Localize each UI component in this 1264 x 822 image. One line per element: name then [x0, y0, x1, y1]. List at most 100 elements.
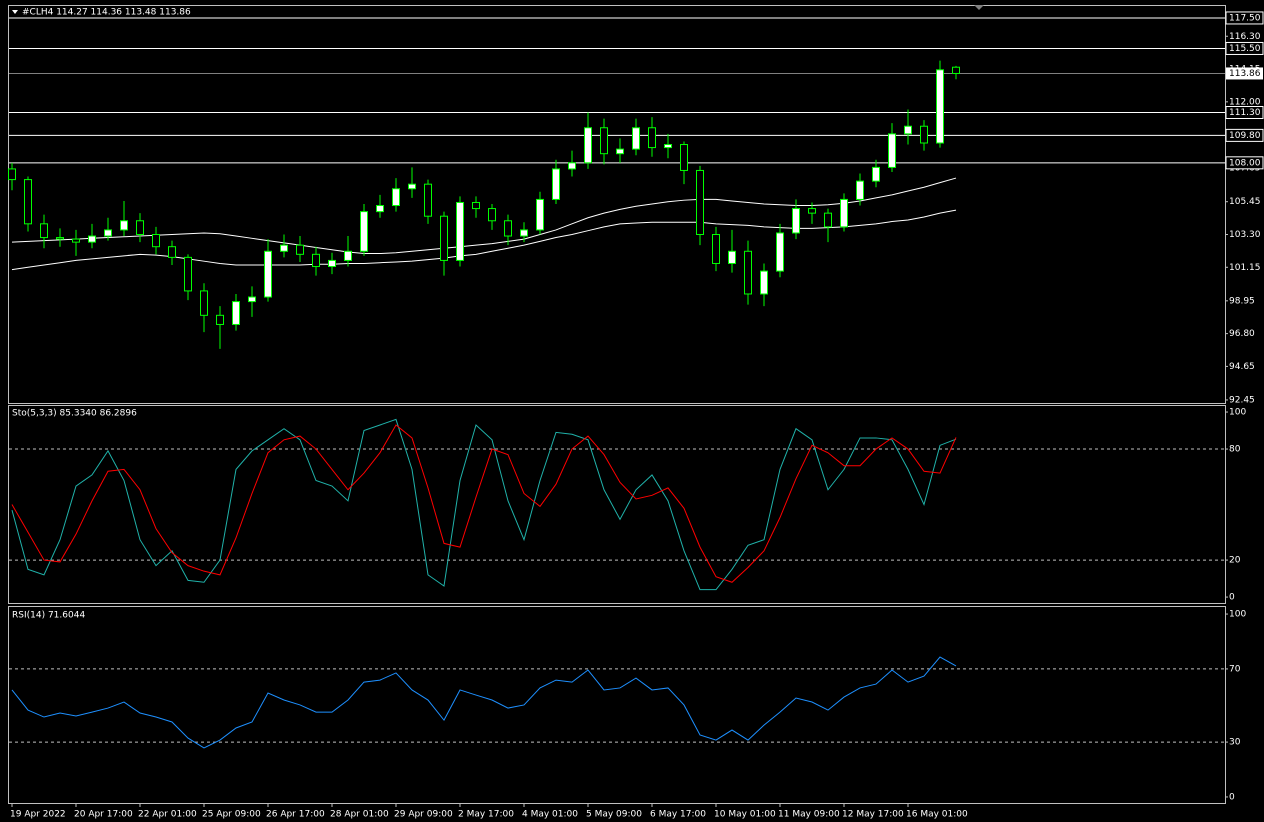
x-tick-label: 28 Apr 01:00: [330, 810, 389, 820]
candle-body: [488, 208, 496, 222]
x-tick-label: 5 May 09:00: [586, 810, 642, 820]
y-tick-label: 98.95: [1229, 296, 1255, 306]
candle-body: [456, 201, 464, 261]
candle-body: [856, 180, 864, 200]
candle-body: [696, 169, 704, 235]
x-tick-label: 29 Apr 09:00: [394, 810, 453, 820]
y-tick-label: 0: [1229, 593, 1235, 603]
level-label-box: [1225, 41, 1264, 55]
candle-body: [104, 229, 112, 237]
y-tick-label: 70: [1229, 664, 1241, 674]
stochastic-title: Sto(5,3,3) 85.3340 86.2896: [12, 409, 137, 419]
candle-body: [312, 253, 320, 268]
moving-average: [11, 177, 957, 255]
y-tick-label: 0: [1229, 792, 1235, 802]
symbol-menu-arrow[interactable]: [12, 10, 18, 14]
x-tick-label: 10 May 01:00: [714, 810, 776, 820]
candle-body: [136, 220, 144, 235]
candle-body: [840, 198, 848, 228]
indicator-line: [11, 656, 957, 749]
y-tick-label: 101.15: [1229, 263, 1261, 273]
candle-body: [888, 133, 896, 168]
candle-body: [264, 250, 272, 298]
y-tick-label: 100: [1229, 610, 1246, 620]
candle-body: [120, 220, 128, 231]
level-label-box: [1225, 156, 1264, 170]
main-panel-frame: [8, 5, 1226, 404]
candle-body: [648, 127, 656, 149]
shift-marker[interactable]: [974, 5, 984, 10]
candle-body: [472, 201, 480, 210]
y-tick-label: 96.80: [1229, 329, 1255, 339]
x-tick-label: 20 Apr 17:00: [74, 810, 133, 820]
candle-body: [904, 125, 912, 135]
candle-body: [200, 290, 208, 316]
y-tick-label: 92.45: [1229, 395, 1255, 405]
indicator-line: [11, 418, 957, 591]
candle-body: [584, 127, 592, 164]
x-tick-label: 22 Apr 01:00: [138, 810, 197, 820]
y-tick-label: 105.45: [1229, 197, 1261, 207]
candle-body: [184, 256, 192, 292]
y-tick-label: 103.30: [1229, 230, 1261, 240]
candle-body: [248, 296, 256, 303]
candle-body: [72, 238, 80, 243]
stochastic-panel-frame: [8, 405, 1226, 604]
candle-body: [824, 212, 832, 228]
x-tick-label: 19 Apr 2022: [10, 810, 66, 820]
candle-body: [680, 144, 688, 171]
candle-body: [504, 220, 512, 237]
level-label: 109.80: [1229, 131, 1261, 141]
candle-body: [152, 233, 160, 248]
y-tick-label: 100: [1229, 408, 1246, 418]
x-tick-label: 16 May 01:00: [906, 810, 968, 820]
candle-body: [232, 301, 240, 325]
candle-body: [600, 127, 608, 155]
candle-body: [328, 259, 336, 268]
x-tick-label: 4 May 01:00: [522, 810, 578, 820]
candle-body: [536, 198, 544, 231]
level-label-box: [1225, 128, 1264, 142]
candle-body: [40, 223, 48, 239]
y-tick-label: 116.30: [1229, 32, 1261, 42]
candle-body: [88, 235, 96, 243]
price-label-box: [1226, 67, 1263, 80]
candle-body: [56, 237, 64, 240]
rsi-panel-frame: [8, 606, 1226, 804]
candle-body: [952, 66, 960, 74]
level-label-box: [1225, 106, 1264, 120]
candle-body: [728, 250, 736, 264]
candle-body: [296, 244, 304, 255]
x-tick-label: 12 May 17:00: [842, 810, 904, 820]
candle-body: [408, 183, 416, 190]
candle-body: [168, 246, 176, 258]
x-tick-label: 6 May 17:00: [650, 810, 706, 820]
candle-body: [616, 148, 624, 155]
rsi-title: RSI(14) 71.6044: [12, 611, 85, 621]
candle-body: [8, 168, 16, 181]
level-label-box: [1225, 11, 1264, 25]
level-label: 108.00: [1229, 158, 1261, 168]
indicator-line: [11, 424, 957, 583]
candle-body: [568, 162, 576, 170]
level-label: 111.30: [1229, 108, 1261, 118]
main-title: #CLH4 114.27 114.36 113.48 113.86: [22, 8, 191, 18]
candle-body: [712, 233, 720, 264]
candle-body: [424, 183, 432, 217]
candle-body: [744, 250, 752, 295]
candle-body: [440, 215, 448, 261]
x-tick-label: 11 May 09:00: [778, 810, 840, 820]
candle-body: [216, 314, 224, 325]
candle-body: [808, 208, 816, 214]
y-tick-label: 80: [1229, 445, 1241, 455]
y-tick-label: 112.00: [1229, 97, 1261, 107]
y-tick-label: 94.65: [1229, 362, 1255, 372]
candle-body: [632, 127, 640, 150]
level-label: 115.50: [1229, 44, 1261, 54]
candle-body: [552, 168, 560, 200]
candle-body: [872, 166, 880, 182]
candle-body: [792, 208, 800, 234]
